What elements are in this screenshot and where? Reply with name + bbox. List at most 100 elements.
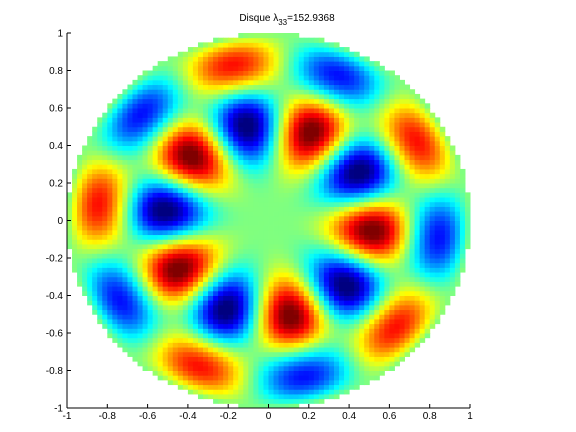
field-cell xyxy=(182,258,189,264)
field-cell xyxy=(132,154,139,161)
field-cell xyxy=(379,262,385,268)
field-cell xyxy=(303,365,310,371)
field-cell xyxy=(192,122,199,128)
field-cell xyxy=(414,272,421,278)
field-cell xyxy=(112,187,118,193)
field-cell xyxy=(162,61,169,67)
field-cell xyxy=(434,164,441,170)
field-cell xyxy=(344,65,350,71)
field-cell xyxy=(162,126,169,132)
field-cell xyxy=(349,295,355,301)
field-cell xyxy=(122,211,128,217)
field-cell xyxy=(218,290,224,296)
field-cell xyxy=(233,126,239,132)
field-cell xyxy=(157,140,164,146)
field-cell xyxy=(318,215,325,221)
field-cell xyxy=(162,300,169,306)
field-cell xyxy=(298,61,305,67)
field-cell xyxy=(354,318,360,325)
field-cell xyxy=(339,342,345,348)
field-cell xyxy=(323,337,330,343)
field-cell xyxy=(298,276,305,282)
field-cell xyxy=(308,93,315,100)
field-cell xyxy=(409,337,416,343)
field-cell xyxy=(182,220,189,226)
field-cell xyxy=(142,337,149,343)
field-cell xyxy=(389,234,395,240)
field-cell xyxy=(177,248,184,254)
field-cell xyxy=(218,384,224,390)
field-cell xyxy=(318,122,325,128)
field-cell xyxy=(137,276,144,282)
field-cell xyxy=(208,272,214,278)
field-cell xyxy=(92,168,98,175)
field-cell xyxy=(218,112,224,118)
field-cell xyxy=(389,117,395,123)
field-cell xyxy=(228,375,234,381)
field-cell xyxy=(192,70,199,76)
field-cell xyxy=(394,323,400,329)
field-cell xyxy=(228,56,234,62)
field-cell xyxy=(243,33,249,39)
field-cell xyxy=(323,375,330,381)
field-cell xyxy=(318,211,325,217)
field-cell xyxy=(339,93,345,100)
field-cell xyxy=(293,164,300,170)
field-cell xyxy=(419,145,426,151)
field-cell xyxy=(177,337,184,343)
field-cell xyxy=(263,168,269,175)
field-cell xyxy=(414,178,421,184)
field-cell xyxy=(424,309,431,315)
field-cell xyxy=(177,108,184,114)
field-cell xyxy=(273,351,280,357)
field-cell xyxy=(449,159,456,165)
field-cell xyxy=(359,126,365,132)
field-cell xyxy=(208,276,214,282)
field-cell xyxy=(318,281,325,287)
field-cell xyxy=(208,342,214,348)
field-cell xyxy=(444,229,451,236)
field-cell xyxy=(203,304,209,311)
field-cell xyxy=(313,122,320,128)
field-cell xyxy=(87,150,93,156)
field-cell xyxy=(137,309,144,315)
field-cell xyxy=(142,70,149,76)
field-cell xyxy=(258,314,264,320)
field-cell xyxy=(268,253,275,259)
field-cell xyxy=(419,187,426,193)
field-cell xyxy=(258,328,264,334)
field-cell xyxy=(162,145,169,151)
field-cell xyxy=(147,333,154,339)
field-cell xyxy=(369,243,375,250)
field-cell xyxy=(112,206,118,212)
field-cell xyxy=(389,150,395,156)
field-cell xyxy=(258,126,264,132)
field-cell xyxy=(389,187,395,193)
field-cell xyxy=(67,234,73,240)
field-cell xyxy=(142,351,149,357)
field-cell xyxy=(203,248,209,254)
field-cell xyxy=(253,225,259,231)
field-cell xyxy=(162,79,169,86)
field-cell xyxy=(409,140,416,146)
field-cell xyxy=(318,183,325,189)
field-cell xyxy=(197,318,204,325)
field-cell xyxy=(238,211,244,217)
field-cell xyxy=(303,304,310,311)
field-cell xyxy=(339,112,345,118)
field-cell xyxy=(328,173,335,179)
field-cell xyxy=(399,103,406,109)
field-cell xyxy=(172,248,179,254)
field-cell xyxy=(339,389,345,395)
field-cell xyxy=(182,108,189,114)
field-cell xyxy=(293,56,300,62)
field-cell xyxy=(172,318,179,325)
field-cell xyxy=(379,201,385,207)
field-cell xyxy=(258,131,264,137)
field-cell xyxy=(177,258,184,264)
field-cell xyxy=(97,314,103,320)
field-cell xyxy=(213,243,219,250)
field-cell xyxy=(263,108,269,114)
field-cell xyxy=(349,314,355,320)
field-cell xyxy=(112,98,118,104)
